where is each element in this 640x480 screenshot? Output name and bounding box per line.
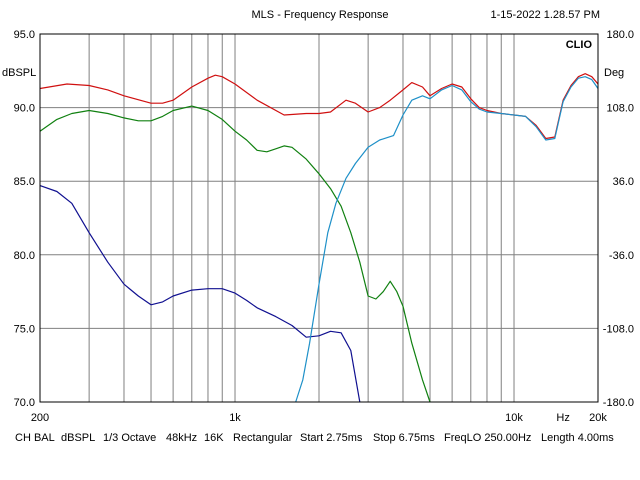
x-tick-label: 1k: [229, 412, 241, 424]
footer-field: 16K: [204, 432, 224, 444]
y-right-tick-label: 180.0: [606, 29, 634, 41]
footer-status: CH BAL dBSPL 1/3 Octave 48kHz 16K Rectangular…: [15, 432, 614, 444]
series-line-blue: [39, 185, 361, 403]
y-right-tick-label: -108.0: [603, 323, 634, 335]
footer-field: FreqLO 250.00Hz: [444, 432, 531, 444]
footer-field: dBSPL: [61, 432, 95, 444]
footer-field: Rectangular: [233, 432, 293, 444]
y-left-axis-label: dBSPL: [2, 67, 36, 79]
tick-labels: 95.0 90.0 85.0 80.0 75.0 70.0 180.0 108.0 36.0 -3…: [14, 29, 634, 424]
y-left-tick-label: 75.0: [14, 323, 35, 335]
footer-field: Start 2.75ms: [300, 432, 363, 444]
y-right-tick-label: -180.0: [603, 397, 634, 409]
series-group: [39, 73, 599, 403]
y-left-tick-label: 85.0: [14, 176, 35, 188]
y-left-tick-label: 95.0: [14, 29, 35, 41]
x-tick-label: 200: [31, 412, 49, 424]
footer-field: Length 4.00ms: [541, 432, 614, 444]
footer-field: CH BAL: [15, 432, 55, 444]
brand-label: CLIO: [566, 39, 593, 51]
y-right-tick-label: 36.0: [613, 176, 634, 188]
x-tick-label: Hz: [556, 412, 569, 424]
x-tick-label: 20k: [589, 412, 607, 424]
grid: [39, 33, 599, 403]
series-line-red: [39, 73, 599, 140]
y-left-tick-label: 90.0: [14, 103, 35, 115]
series-line-cyan: [295, 76, 599, 403]
y-right-axis-label: Deg: [604, 67, 624, 79]
y-left-tick-label: 80.0: [14, 250, 35, 262]
y-right-tick-label: -36.0: [609, 250, 634, 262]
y-left-tick-label: 70.0: [14, 397, 35, 409]
plot-frame: [39, 33, 599, 403]
chart-title: MLS - Frequency Response: [252, 9, 389, 21]
timestamp-label: 1-15-2022 1.28.57 PM: [491, 9, 600, 21]
footer-field: 1/3 Octave: [103, 432, 156, 444]
x-tick-label: 10k: [505, 412, 523, 424]
footer-field: 48kHz: [166, 432, 197, 444]
series-line-green: [39, 105, 431, 403]
footer-field: Stop 6.75ms: [373, 432, 435, 444]
y-right-tick-label: 108.0: [606, 103, 634, 115]
